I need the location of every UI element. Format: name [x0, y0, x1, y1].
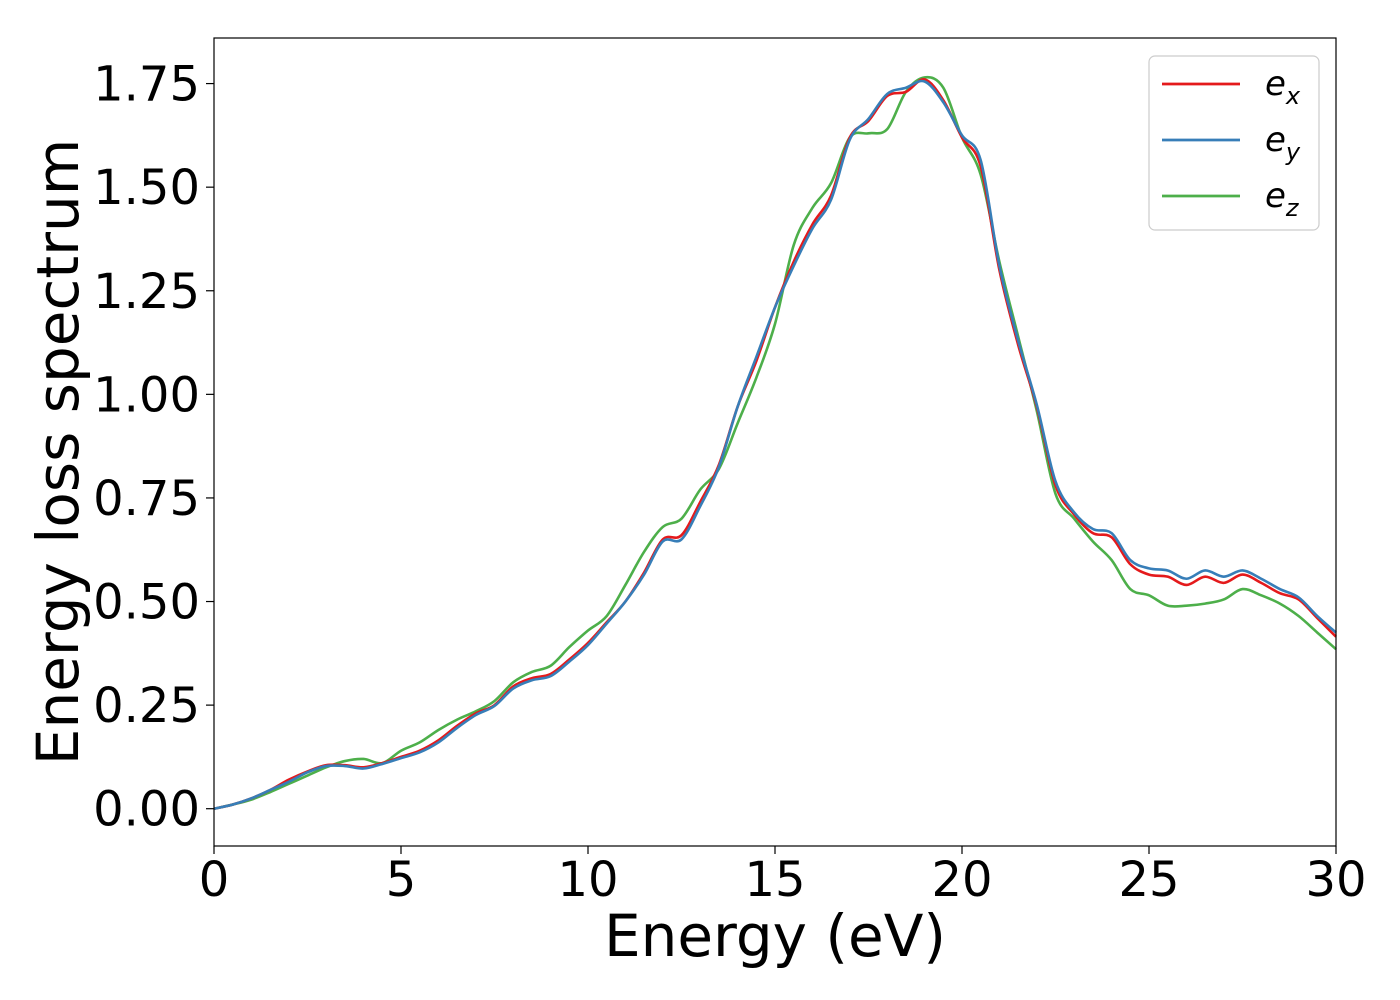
legend-label-z: ez [1265, 176, 1300, 222]
legend-label-main: e [1265, 120, 1286, 160]
y-tick-label: 0.00 [93, 782, 200, 838]
legend-label-subscript: z [1285, 194, 1300, 222]
y-tick-label: 1.75 [93, 57, 200, 113]
series-lines [213, 75, 1337, 810]
plot-area-frame [213, 37, 1337, 847]
legend-label-subscript: x [1285, 82, 1301, 110]
legend-label-y: ey [1265, 120, 1301, 166]
x-axis-label: Energy (eV) [604, 902, 946, 970]
y-tick-label: 1.00 [93, 367, 200, 423]
y-tick-label: 1.25 [93, 264, 200, 320]
y-tick-label: 1.50 [93, 160, 200, 216]
y-axis-ticks: 0.00 0.25 0.50 0.75 1.00 1.25 1.50 1.75 [93, 57, 214, 838]
x-axis-ticks: 0 5 10 15 20 25 30 [199, 846, 1367, 908]
x-tick-label: 25 [1118, 852, 1179, 908]
legend-label-subscript: y [1285, 138, 1301, 166]
legend-label-main: e [1265, 176, 1286, 216]
x-tick-label: 20 [931, 852, 992, 908]
series-line-z [213, 75, 1337, 810]
x-tick-label: 15 [744, 852, 805, 908]
x-tick-label: 5 [386, 852, 417, 908]
y-axis-label: Energy loss spectrum [24, 139, 92, 765]
x-tick-label: 30 [1305, 852, 1366, 908]
y-tick-label: 0.75 [93, 471, 200, 527]
y-tick-label: 0.50 [93, 575, 200, 631]
series-line-y [213, 79, 1337, 810]
legend-label-main: e [1265, 64, 1286, 104]
legend-label-x: ex [1265, 64, 1301, 110]
legend-box [1148, 55, 1320, 231]
y-tick-label: 0.25 [93, 678, 200, 734]
x-tick-label: 10 [557, 852, 618, 908]
x-tick-label: 0 [199, 852, 230, 908]
